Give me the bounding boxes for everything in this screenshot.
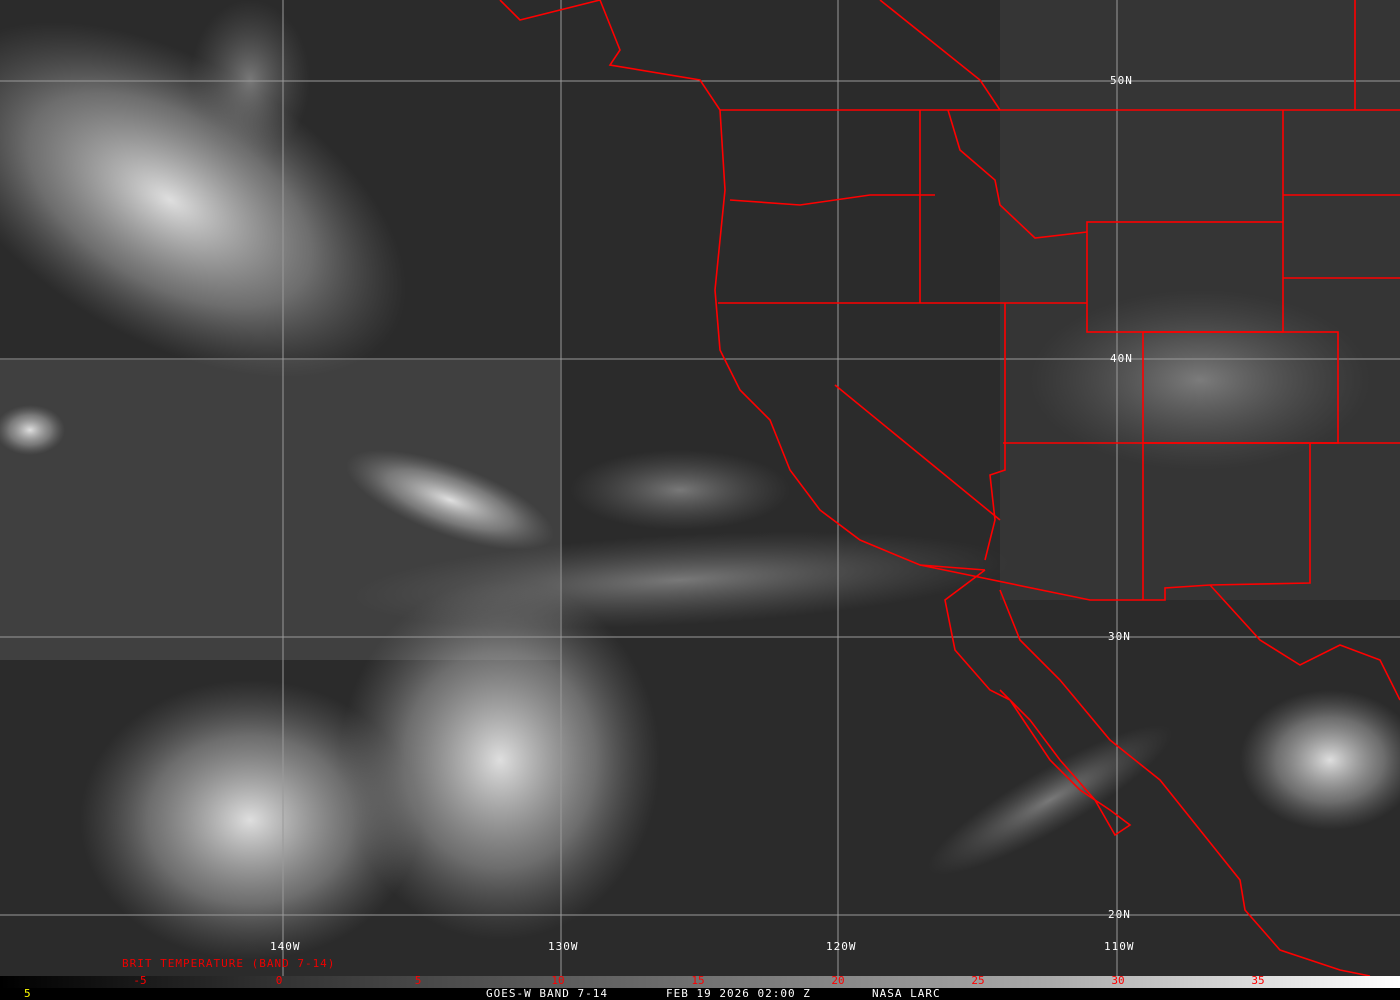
political-borders (499, 0, 1400, 976)
cloud-bands (0, 0, 1400, 960)
lat-label-40n: 40N (1110, 352, 1133, 365)
temperature-colorbar: -5 0 5 10 15 20 25 30 35 (0, 974, 1400, 988)
lat-label-20n: 20N (1108, 908, 1131, 921)
colorbar-tick: 10 (551, 974, 565, 987)
product-label: BRIT TEMPERATURE (BAND 7-14) (122, 957, 336, 970)
satellite-image (0, 0, 1400, 976)
colorbar-tick: 30 (1111, 974, 1125, 987)
lon-label-130w: 130W (548, 940, 579, 953)
colorbar-tick: 25 (971, 974, 985, 987)
colorbar-tick: 35 (1251, 974, 1265, 987)
satellite-band: GOES-W BAND 7-14 (486, 987, 608, 1000)
lon-label-120w: 120W (826, 940, 857, 953)
image-source: NASA LARC (872, 987, 941, 1000)
lat-label-50n: 50N (1110, 74, 1133, 87)
lat-label-30n: 30N (1108, 630, 1131, 643)
lon-label-140w: 140W (270, 940, 301, 953)
colorbar-tick: -5 (133, 974, 147, 987)
frame-number: 5 (24, 987, 32, 1000)
colorbar-tick: 5 (414, 974, 422, 987)
lon-label-110w: 110W (1104, 940, 1135, 953)
image-datetime: FEB 19 2026 02:00 Z (666, 987, 811, 1000)
colorbar-tick: 15 (691, 974, 705, 987)
colorbar-tick: 0 (275, 974, 283, 987)
colorbar-tick: 20 (831, 974, 845, 987)
image-caption-bar: 5 GOES-W BAND 7-14 FEB 19 2026 02:00 Z N… (0, 987, 1400, 1000)
